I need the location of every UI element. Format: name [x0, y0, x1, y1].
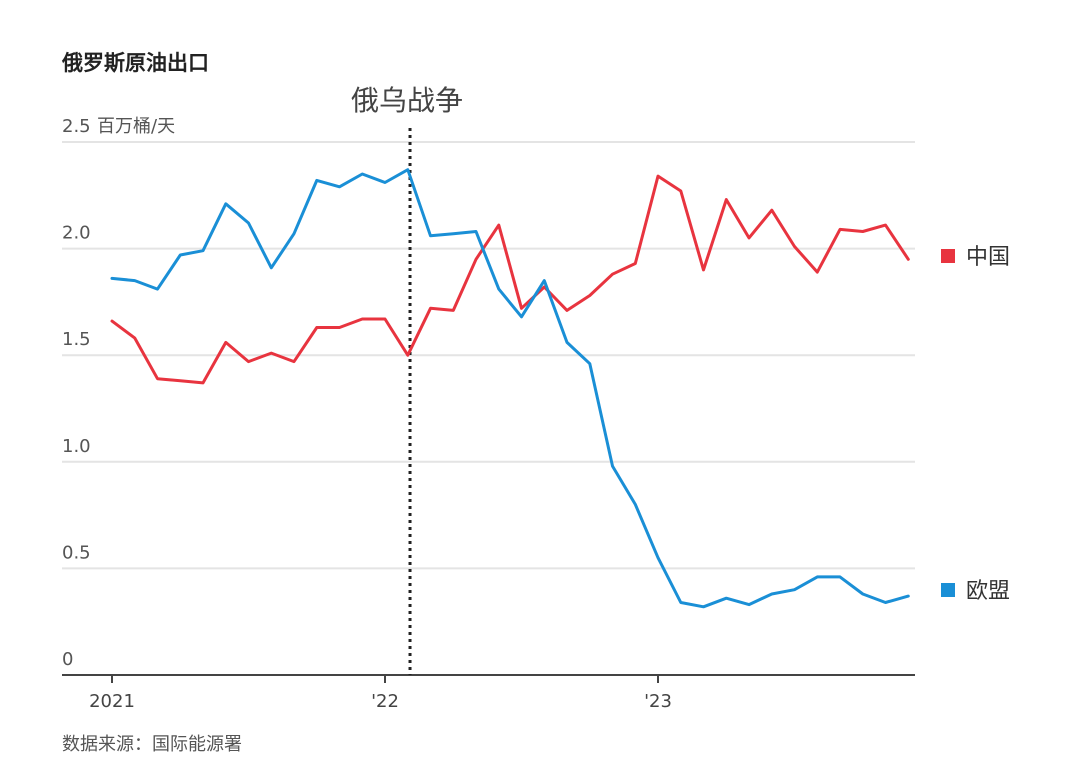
legend-swatch — [941, 249, 955, 263]
y-tick-label: 1.0 — [62, 436, 91, 457]
x-axis-ticks: 2021 '22 '23 — [89, 675, 672, 712]
legend-label: 欧盟 — [966, 579, 1010, 604]
series-line-china — [110, 174, 910, 385]
y-tick-label: 1.5 — [62, 329, 91, 350]
x-tick-label: '22 — [371, 691, 399, 712]
y-tick-label: 2.5 — [62, 116, 91, 137]
war-annotation-label: 俄乌战争 — [351, 84, 463, 117]
series-layer — [110, 168, 910, 609]
series-line-eu — [110, 168, 910, 609]
x-tick-label: 2021 — [89, 691, 135, 712]
y-axis-unit-label: 百万桶/天 — [97, 116, 175, 137]
y-tick-label: 2.0 — [62, 223, 91, 244]
legend-label: 中国 — [966, 245, 1010, 270]
source-note: 数据来源：国际能源署 — [62, 734, 242, 755]
legend-swatch — [941, 583, 955, 597]
y-axis-ticks: 0 0.5 1.0 1.5 2.0 2.5 — [62, 116, 91, 670]
grid-layer — [62, 141, 915, 676]
y-tick-label: 0 — [62, 649, 73, 670]
chart-title: 俄罗斯原油出口 — [61, 51, 209, 75]
y-tick-label: 0.5 — [62, 542, 91, 563]
x-tick-label: '23 — [644, 691, 672, 712]
